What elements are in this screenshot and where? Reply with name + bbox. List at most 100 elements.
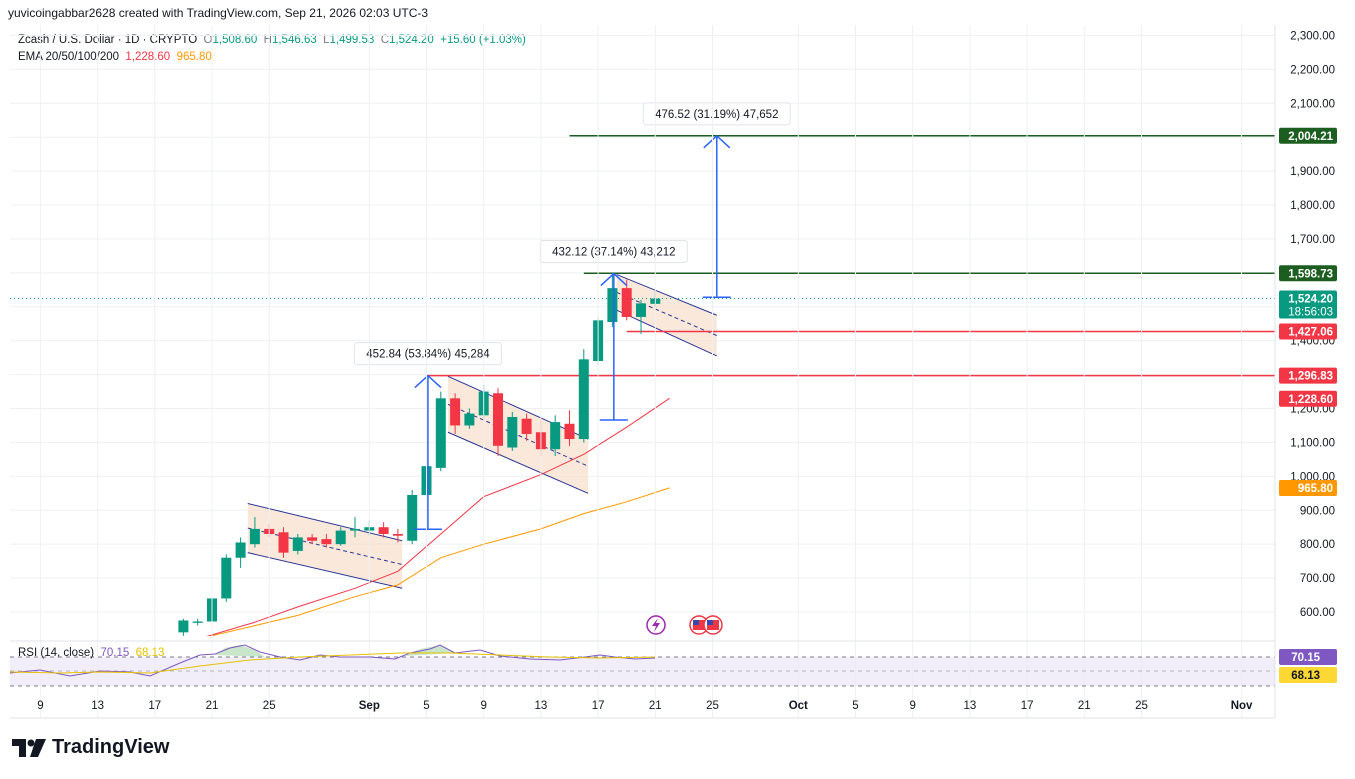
open-label: O xyxy=(203,34,213,46)
price-tick-label: 1,100.00 xyxy=(1290,437,1335,449)
candle-body xyxy=(521,418,532,434)
candle-body xyxy=(392,533,403,536)
measure-label-box xyxy=(539,240,688,264)
price-tick-label: 800.00 xyxy=(1300,539,1335,551)
price-tick-label: 2,100.00 xyxy=(1290,98,1335,110)
level-price-tag: 1,598.73 xyxy=(1288,268,1333,280)
symbol-legend[interactable]: Zcash / U.S. Dollar · 1D · CRYPTO O1,508… xyxy=(18,34,526,46)
rsi-value-tag: 70.15 xyxy=(1291,652,1320,664)
measure-label: 476.52 (31.19%) 47,652 xyxy=(642,102,791,126)
level-price-tag: 1,427.06 xyxy=(1288,327,1333,339)
time-tick-label: 25 xyxy=(1135,700,1148,712)
rsi-overbought-fill xyxy=(405,645,455,656)
level-price-tag: 1,296.83 xyxy=(1288,371,1333,383)
candle-body xyxy=(221,557,232,599)
price-tag: 1,228.60 xyxy=(1288,394,1333,406)
candle-body xyxy=(350,528,360,531)
channel-mid-line xyxy=(247,527,403,566)
measure-label: 432.12 (37.14%) 43,212 xyxy=(539,240,688,264)
time-tick-label: 17 xyxy=(1021,700,1034,712)
candle-body xyxy=(564,423,575,440)
ema-label: EMA 20/50/100/200 xyxy=(18,51,120,63)
candle-body xyxy=(292,537,303,551)
channel-upper-line xyxy=(616,274,717,316)
candle-body xyxy=(578,359,589,440)
time-tick-label: 13 xyxy=(91,700,104,712)
level-price-tag: 2,004.21 xyxy=(1288,131,1333,143)
rsi-overbought-fill xyxy=(215,645,265,657)
price-tag: 1,524.20 xyxy=(1288,294,1333,306)
price-tag-countdown: 18:56:03 xyxy=(1288,307,1333,319)
tradingview-logo-icon xyxy=(12,738,46,757)
candle-body xyxy=(235,542,246,558)
measure-label-text: 432.12 (37.14%) 43,212 xyxy=(552,247,675,259)
ema20-value: 1,228.60 xyxy=(125,51,171,63)
measure-label: 452.84 (53.84%) 45,284 xyxy=(353,342,502,366)
rsi-ma-line xyxy=(9,652,656,674)
time-tick-label: 17 xyxy=(148,700,161,712)
time-tick-label: 13 xyxy=(535,700,548,712)
candle-body xyxy=(335,530,346,545)
price-tick-label: 1,800.00 xyxy=(1290,200,1335,212)
channel-mid-line xyxy=(447,403,589,467)
time-tick-label: Nov xyxy=(1231,700,1253,712)
channel-lower-line xyxy=(616,309,717,357)
price-tick-label: 2,300.00 xyxy=(1290,30,1335,42)
candle-body xyxy=(493,393,503,446)
low-value: 1,499.53 xyxy=(329,34,375,46)
candle-body xyxy=(507,416,518,448)
time-tick-label: 21 xyxy=(206,700,219,712)
candle-body xyxy=(407,494,418,541)
price-tag-bg xyxy=(1279,290,1337,319)
channel-fill xyxy=(616,274,717,356)
rsi-ma-tag: 68.13 xyxy=(1291,670,1320,682)
channel-upper-line xyxy=(247,502,403,542)
tradingview-logo[interactable]: TradingView xyxy=(12,736,169,759)
rsi-line xyxy=(9,644,656,677)
candle-body xyxy=(435,398,446,468)
price-tick-label: 1,900.00 xyxy=(1290,166,1335,178)
measure-arrow-head xyxy=(600,272,628,287)
time-tick-label: 9 xyxy=(37,700,43,712)
time-tick-label: 17 xyxy=(592,700,605,712)
level-price-tag-bg xyxy=(1279,127,1337,144)
price-tick-label: 700.00 xyxy=(1300,573,1335,585)
measure-arrow-head xyxy=(414,374,442,389)
rsi-tag-bg xyxy=(1279,649,1337,665)
ema50-value: 965.80 xyxy=(176,51,212,63)
time-tick-label: 5 xyxy=(852,700,858,712)
price-tick-label: 1,700.00 xyxy=(1290,234,1335,246)
measure-label-box xyxy=(642,102,791,126)
price-tag-bg xyxy=(1279,479,1337,496)
candle-body xyxy=(607,288,618,323)
plot-area: 452.84 (53.84%) 45,284 432.12 (37.14%) 43… xyxy=(10,34,1275,636)
time-tick-label: Sep xyxy=(359,700,380,712)
price-tick-label: 900.00 xyxy=(1300,505,1335,517)
time-tick-label: 25 xyxy=(706,700,719,712)
measure-label-text: 476.52 (31.19%) 47,652 xyxy=(655,109,778,121)
candle-body xyxy=(192,621,203,623)
candle-body xyxy=(464,413,475,426)
tradingview-logo-text: TradingView xyxy=(52,736,170,758)
time-tick-label: Oct xyxy=(789,700,808,712)
candle-body xyxy=(550,422,561,450)
rsi-legend[interactable]: RSI (14, close) 70.15 68.13 xyxy=(18,647,164,659)
event-icons xyxy=(646,615,723,635)
rsi-value: 70.15 xyxy=(100,647,130,659)
candle-body xyxy=(621,288,632,317)
level-price-tag-bg xyxy=(1279,265,1337,282)
ema-legend[interactable]: EMA 20/50/100/200 1,228.60 965.80 xyxy=(18,51,212,63)
chart-header: yuvicoingabbar2628 created with TradingV… xyxy=(8,6,429,20)
price-tag: 965.80 xyxy=(1298,483,1333,495)
level-price-tag-bg xyxy=(1279,323,1337,340)
candle-body xyxy=(636,303,646,317)
candle-body xyxy=(178,620,189,633)
time-tick-label: 9 xyxy=(480,700,486,712)
symbol-name: Zcash / U.S. Dollar · 1D · CRYPTO xyxy=(18,34,198,46)
price-tick-label: 2,200.00 xyxy=(1290,64,1335,76)
open-value: 1,508.60 xyxy=(212,34,258,46)
rsi-label: RSI (14, close) xyxy=(18,647,95,659)
candle-body xyxy=(278,532,289,553)
measure-label-box xyxy=(353,342,502,366)
